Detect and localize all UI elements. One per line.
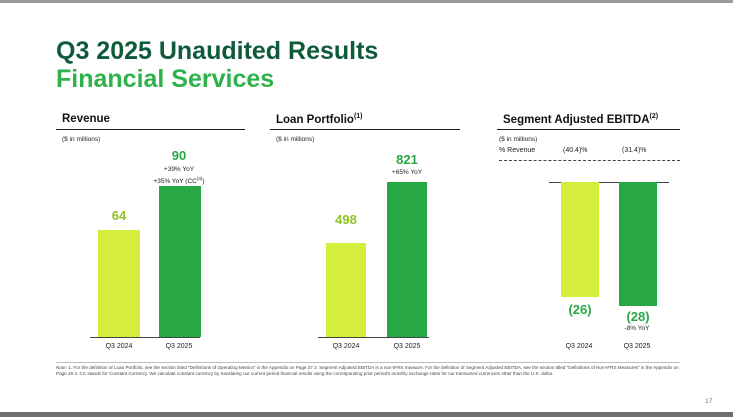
- revenue-yoy-note: +39% YoY: [163, 166, 195, 173]
- revenue-bar-q3-2025: [159, 186, 201, 337]
- ebitda-bar-q3-2025: [619, 182, 657, 306]
- revenue-value-q3-2025: 90: [171, 148, 187, 163]
- loan-title-rule: [270, 129, 460, 130]
- loan-bar-q3-2024: [326, 242, 366, 337]
- footnote: Note: 1. For the definition of Loan Port…: [56, 365, 679, 376]
- ebitda-title-rule: [497, 129, 680, 130]
- revenue-title: Revenue: [62, 113, 110, 125]
- ebitda-value-q3-2025: (28): [626, 309, 650, 324]
- ebitda-tick-q3-2024: Q3 2024: [565, 343, 593, 350]
- loan-title: Loan Portfolio(1): [276, 113, 363, 126]
- ebitda-yoy-note: -8% YoY: [624, 325, 650, 332]
- page-number: 17: [705, 398, 713, 405]
- loan-yoy-note: +65% YoY: [391, 169, 423, 176]
- ebitda-bar-q3-2024: [561, 182, 599, 298]
- revenue-title-rule: [56, 129, 245, 130]
- page-subtitle: Financial Services: [56, 65, 275, 93]
- page-title: Q3 2025 Unaudited Results: [56, 37, 379, 65]
- ebitda-pct-q3-2025: (31.4)%: [622, 147, 647, 154]
- revenue-axis: [90, 337, 200, 338]
- revenue-tick-q3-2024: Q3 2024: [105, 343, 133, 350]
- revenue-units: ($ in millions): [62, 136, 101, 143]
- bottom-divider: [0, 412, 733, 417]
- footnote-divider: [56, 362, 680, 363]
- loan-value-q3-2024: 498: [335, 212, 357, 227]
- ebitda-pct-divider: [499, 160, 680, 161]
- ebitda-title: Segment Adjusted EBITDA(2): [503, 113, 659, 126]
- loan-units: ($ in millions): [276, 136, 315, 143]
- loan-bar-q3-2025: [387, 182, 427, 337]
- ebitda-units: ($ in millions): [499, 136, 538, 143]
- ebitda-value-q3-2024: (26): [568, 302, 592, 317]
- ebitda-tick-q3-2025: Q3 2025: [623, 343, 651, 350]
- loan-tick-q3-2024: Q3 2024: [332, 343, 360, 350]
- ebitda-zero-line: [549, 182, 669, 183]
- loan-value-q3-2025: 821: [396, 152, 418, 167]
- ebitda-pct-q3-2024: (40.4)%: [563, 147, 588, 154]
- ebitda-pct-revenue-label: % Revenue: [499, 147, 536, 154]
- loan-tick-q3-2025: Q3 2025: [393, 343, 421, 350]
- revenue-bar-q3-2024: [98, 229, 140, 337]
- revenue-tick-q3-2025: Q3 2025: [165, 343, 193, 350]
- top-divider: [0, 0, 733, 3]
- loan-axis: [318, 337, 429, 338]
- revenue-cc-note: +35% YoY (CC(3)): [153, 176, 205, 186]
- revenue-value-q3-2024: 64: [111, 208, 127, 223]
